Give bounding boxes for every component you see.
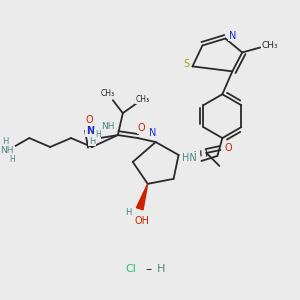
Text: OH: OH xyxy=(134,216,149,226)
Text: H: H xyxy=(126,208,132,217)
Text: CH₃: CH₃ xyxy=(101,89,115,98)
Text: O: O xyxy=(224,143,232,153)
Text: NH: NH xyxy=(1,146,14,155)
Text: S: S xyxy=(184,59,190,69)
Text: H: H xyxy=(10,155,15,164)
Text: H: H xyxy=(2,136,8,146)
Text: H: H xyxy=(95,130,101,139)
Text: N: N xyxy=(149,128,156,138)
Text: Cl: Cl xyxy=(125,264,136,274)
Text: H: H xyxy=(157,264,165,274)
Text: N: N xyxy=(86,126,94,136)
Text: HN: HN xyxy=(182,153,197,163)
Text: CH₃: CH₃ xyxy=(262,41,278,50)
Text: H: H xyxy=(89,136,95,146)
Text: N: N xyxy=(229,31,236,40)
Text: CH₃: CH₃ xyxy=(136,95,150,104)
Text: NH: NH xyxy=(101,122,115,130)
Text: O: O xyxy=(138,123,146,133)
Text: –: – xyxy=(146,263,152,276)
Polygon shape xyxy=(136,184,148,210)
Text: O: O xyxy=(85,115,93,125)
